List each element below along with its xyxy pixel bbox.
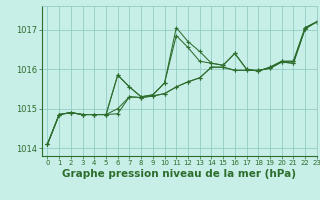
X-axis label: Graphe pression niveau de la mer (hPa): Graphe pression niveau de la mer (hPa) xyxy=(62,169,296,179)
